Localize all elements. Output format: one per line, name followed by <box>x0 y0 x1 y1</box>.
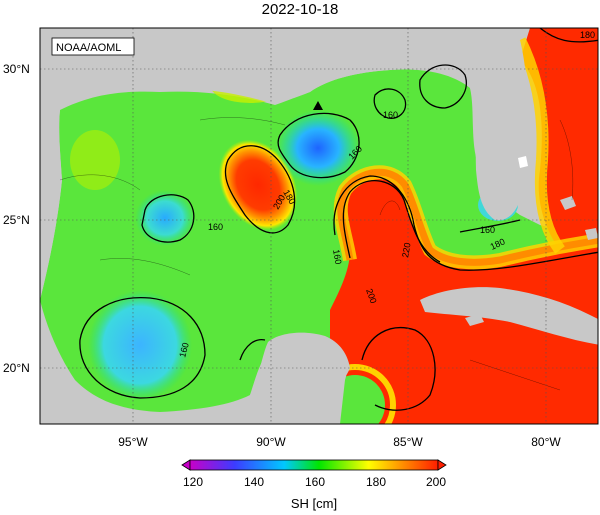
contour-label: 180 <box>580 30 595 40</box>
colorbar-ramp <box>189 459 439 471</box>
contour-label: 160 <box>331 249 343 266</box>
station-marker-icon <box>313 101 323 110</box>
contour-label: 160 <box>480 225 495 235</box>
y-tick-label: 30°N <box>3 62 30 76</box>
x-tick-label: 85°W <box>393 435 423 449</box>
cuba <box>420 287 598 345</box>
bahamas <box>560 196 598 240</box>
contour-label: 160 <box>383 110 398 120</box>
contour-label: 160 <box>208 222 223 232</box>
cold-eddy-west <box>135 190 195 246</box>
cold-eddy-north <box>276 110 360 186</box>
credit-text: NOAA/AOML <box>56 42 121 54</box>
loop-current-edge-orange <box>337 168 598 266</box>
contour-lines <box>79 28 598 411</box>
grid <box>40 28 598 424</box>
colorbar-tick: 180 <box>366 475 386 489</box>
atlantic-edge <box>514 37 565 254</box>
cold-eddy-south <box>88 290 192 400</box>
colorbar-tick: 140 <box>244 475 264 489</box>
florida <box>470 40 531 221</box>
y-tick-label: 20°N <box>3 361 30 375</box>
plot-area <box>40 28 598 424</box>
x-tick-label: 90°W <box>256 435 286 449</box>
x-tick-label: 95°W <box>118 435 148 449</box>
contour-label: 160 <box>177 341 191 358</box>
isle-of-youth <box>465 314 484 326</box>
yellow-patch-nw <box>70 130 120 190</box>
yucatan <box>250 332 350 398</box>
contour-label: 200 <box>364 287 379 305</box>
west-coast <box>40 110 62 300</box>
colorbar: 120 140 160 180 200 SH [cm] <box>181 459 447 511</box>
lake-okeechobee <box>518 156 528 168</box>
credit-box <box>51 37 135 56</box>
minor-contours <box>59 117 574 391</box>
colorbar-tick: 160 <box>305 475 325 489</box>
map-title: 2022-10-18 <box>261 1 339 18</box>
contour-label: 220 <box>400 242 412 259</box>
colorbar-label: SH [cm] <box>291 496 337 511</box>
colorbar-max-arrow <box>437 459 447 471</box>
warm-eddy <box>218 139 298 231</box>
colorbar-tick: 200 <box>426 475 446 489</box>
x-tick-label: 80°W <box>531 435 561 449</box>
colorbar-tick: 120 <box>183 475 203 489</box>
y-tick-label: 25°N <box>3 213 30 227</box>
colorbar-min-arrow <box>181 459 191 471</box>
map-frame <box>39 27 599 425</box>
